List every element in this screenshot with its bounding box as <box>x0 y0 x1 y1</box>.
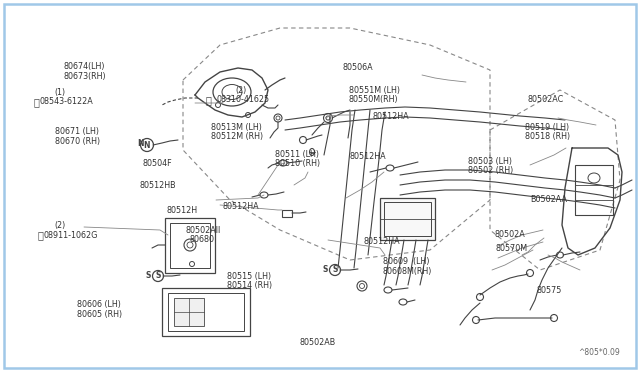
Text: 80512HA: 80512HA <box>223 202 259 211</box>
Text: 08310-41625: 08310-41625 <box>216 95 269 104</box>
Text: Ⓝ: Ⓝ <box>38 230 44 240</box>
Text: S: S <box>156 272 161 280</box>
Bar <box>384 202 431 236</box>
Text: 08543-6122A: 08543-6122A <box>40 97 93 106</box>
Text: 80506A: 80506A <box>342 63 373 72</box>
Text: 80575: 80575 <box>536 286 562 295</box>
Text: 80550M(RH): 80550M(RH) <box>349 95 399 104</box>
Text: S: S <box>145 272 150 280</box>
Text: 80673(RH): 80673(RH) <box>64 72 107 81</box>
Text: 80680: 80680 <box>189 235 214 244</box>
Text: 80606 (LH): 80606 (LH) <box>77 300 121 309</box>
Text: S: S <box>323 266 328 275</box>
Text: 80670 (RH): 80670 (RH) <box>55 137 100 146</box>
Text: 80515 (LH): 80515 (LH) <box>227 272 271 280</box>
Text: 80512HA: 80512HA <box>364 237 400 246</box>
Text: 80502A: 80502A <box>494 230 525 239</box>
Text: 80513M (LH): 80513M (LH) <box>211 123 262 132</box>
Text: 80512HA: 80512HA <box>349 153 386 161</box>
Text: 80570M: 80570M <box>496 244 528 253</box>
Text: 80514 (RH): 80514 (RH) <box>227 281 273 290</box>
Bar <box>575 165 613 215</box>
Text: 80510 (RH): 80510 (RH) <box>275 159 321 168</box>
Text: Ⓢ: Ⓢ <box>205 95 211 105</box>
Bar <box>168 293 244 331</box>
Text: N: N <box>137 138 143 148</box>
Text: 80605 (RH): 80605 (RH) <box>77 310 122 319</box>
Text: (2): (2) <box>236 86 247 95</box>
Text: 80518 (RH): 80518 (RH) <box>525 132 570 141</box>
Bar <box>170 223 210 268</box>
Text: 80674(LH): 80674(LH) <box>64 62 106 71</box>
Text: 80504F: 80504F <box>142 159 172 168</box>
Text: 80512HB: 80512HB <box>140 181 176 190</box>
Text: 80512HA: 80512HA <box>372 112 409 121</box>
Text: S: S <box>332 266 338 275</box>
Text: 80519 (LH): 80519 (LH) <box>525 123 569 132</box>
Text: 80512M (RH): 80512M (RH) <box>211 132 263 141</box>
Text: ^805*0.09: ^805*0.09 <box>578 348 620 357</box>
Text: N: N <box>144 141 150 150</box>
Text: 80671 (LH): 80671 (LH) <box>55 127 99 136</box>
Bar <box>174 298 204 326</box>
Text: 80511 (LH): 80511 (LH) <box>275 150 319 159</box>
Text: 80502AC: 80502AC <box>528 95 564 104</box>
Bar <box>162 288 250 336</box>
Bar <box>282 210 292 217</box>
Text: 80502AII: 80502AII <box>186 226 221 235</box>
Text: 80503 (LH): 80503 (LH) <box>468 157 513 166</box>
Text: 80608M(RH): 80608M(RH) <box>383 267 432 276</box>
Text: Ⓢ: Ⓢ <box>34 97 40 107</box>
Text: 80609  (LH): 80609 (LH) <box>383 257 429 266</box>
Text: 80551M (LH): 80551M (LH) <box>349 86 400 95</box>
Text: 80502AB: 80502AB <box>300 339 336 347</box>
Text: (2): (2) <box>54 221 66 230</box>
Bar <box>380 198 435 240</box>
Text: (1): (1) <box>54 88 65 97</box>
Bar <box>165 218 215 273</box>
Text: B0502AA: B0502AA <box>530 195 567 203</box>
Text: 80502 (RH): 80502 (RH) <box>468 166 514 175</box>
Text: 08911-1062G: 08911-1062G <box>44 231 98 240</box>
Text: 80512H: 80512H <box>166 206 198 215</box>
